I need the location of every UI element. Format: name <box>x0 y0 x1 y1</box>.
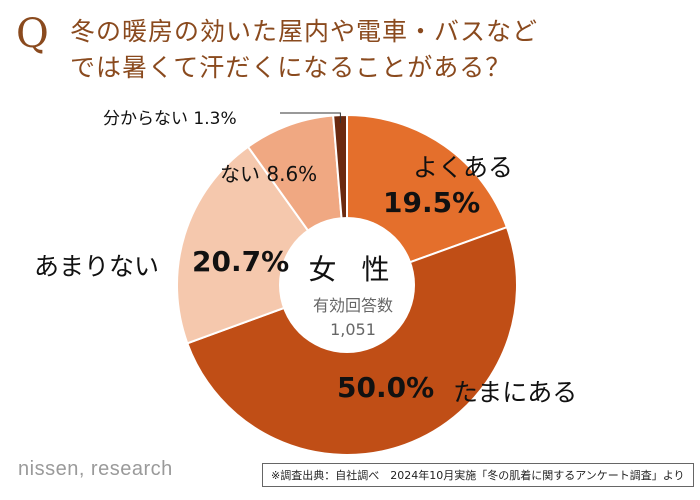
value-amari-nai: 20.7% <box>192 245 290 278</box>
value-wakaranai: 1.3% <box>193 109 237 129</box>
question-mark: Q <box>16 11 49 57</box>
label-yoku-aru: よくある <box>413 153 514 182</box>
center-title: 女 性 <box>308 253 398 286</box>
label-nai-text: ない <box>220 162 260 186</box>
chart-title: 冬の暖房の効いた屋内や電車・バスなど では暑くて汗だくになることがある？ <box>70 14 690 86</box>
center-subtitle: 有効回答数 <box>312 296 393 315</box>
donut-hole <box>279 217 415 353</box>
nissen-research-logo: nissen, research <box>18 458 173 480</box>
value-yoku-aru: 19.5% <box>383 186 481 219</box>
center-count: 1,051 <box>330 320 376 339</box>
title-line-2: では暑くて汗だくになることがある？ <box>70 53 512 82</box>
title-line-1: 冬の暖房の効いた屋内や電車・バスなど <box>70 17 539 46</box>
value-tamani-aru: 50.0% <box>337 371 435 404</box>
donut-center: 女 性 有効回答数 1,051 <box>283 248 423 339</box>
label-wakaranai: 分からない 1.3% <box>103 104 237 129</box>
label-amari-nai: あまりない <box>34 252 160 281</box>
source-note: ※調査出典：自社調べ 2024年10月実施「冬の肌着に関するアンケート調査」より <box>262 463 694 487</box>
label-tamani-aru: たまにある <box>453 378 578 407</box>
label-nai: ない 8.6% <box>220 158 317 187</box>
leader-line-wakaranai <box>280 112 341 124</box>
label-wakaranai-text: 分からない <box>103 109 188 129</box>
value-nai: 8.6% <box>266 162 318 186</box>
